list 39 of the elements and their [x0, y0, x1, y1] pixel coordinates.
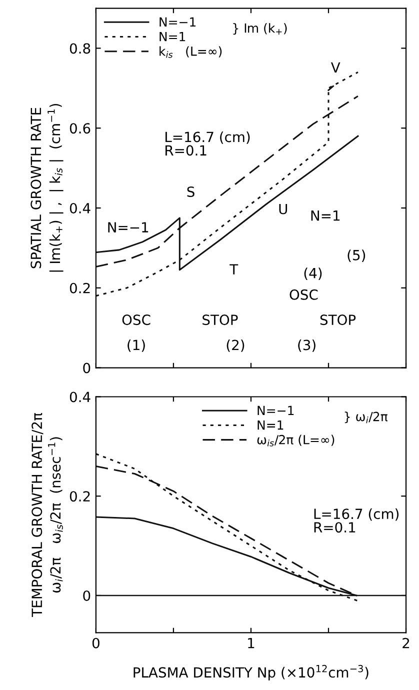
x-tick-label: 2: [402, 638, 410, 648]
y-axis-title: TEMPORAL GROWTH RATE/2π ω$_{i}$/2π ω$_{is}$/2π (nsec$^{−1}$): [32, 412, 63, 617]
y-axis-title: SPATIAL GROWTH RATE | Im(k$_{+}$) | , | k$_{is}$ | (cm$^{−1}$): [30, 104, 64, 272]
annotation: (3): [298, 339, 316, 352]
legend-label: N=1: [258, 420, 284, 430]
annotation: OSC: [290, 289, 318, 300]
legend-label: N=1: [160, 32, 186, 42]
annotation: (2): [226, 339, 244, 352]
annotation: T: [230, 264, 238, 274]
y-tick-label: 0.2: [70, 491, 90, 502]
annotation: OSC: [122, 314, 150, 326]
x-tick-label: 0: [92, 638, 100, 648]
x-axis-title: PLASMA DENSITY Np (×10$^{12}$cm$^{−3}$): [134, 664, 368, 680]
annotation: V: [330, 62, 340, 73]
y-tick-label: 0: [83, 362, 90, 374]
annotation: (5): [348, 250, 366, 262]
y-tick-label: 0.2: [70, 282, 90, 294]
annotation: (4): [304, 268, 322, 280]
x-tick-label: 1: [248, 638, 254, 648]
annotation: N=1: [311, 210, 340, 221]
y-tick-label: 0.6: [70, 123, 90, 134]
legend-label: N=−1: [258, 406, 294, 415]
text: k$_{is}$ (L=∞): [160, 46, 222, 58]
y-tick-label: 0.4: [70, 202, 90, 214]
y-tick-label: 0.8: [70, 43, 90, 54]
annotation: L=16.7 (cm) R=0.1: [166, 131, 250, 156]
annotation: STOP: [202, 314, 238, 326]
annotation: L=16.7 (cm) R=0.1: [314, 508, 399, 533]
annotation: S: [187, 186, 194, 198]
annotation: STOP: [320, 314, 356, 326]
legend-title: } ω$_{i}$/2π: [344, 412, 388, 424]
legend-label: ω$_{is}$/2π (L=∞): [257, 434, 334, 446]
legend-title: } Im (k$_{+}$): [233, 23, 287, 35]
annotation: (1): [128, 339, 145, 352]
legend-label: N=−1: [160, 17, 196, 27]
y-tick-label: 0.4: [70, 392, 90, 402]
y-tick-label: 0: [83, 590, 90, 601]
annotation: U: [279, 204, 288, 214]
annotation: N=−1: [108, 222, 148, 232]
